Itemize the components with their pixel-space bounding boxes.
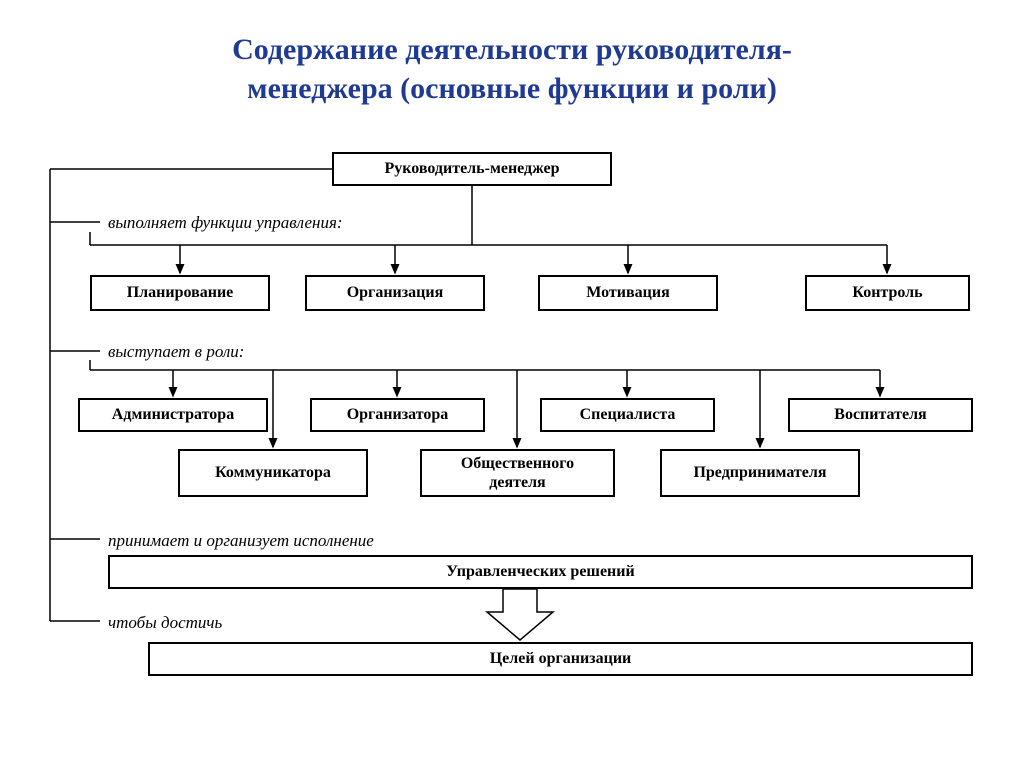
function-organization: Организация: [305, 275, 485, 311]
section2-label: выступает в роли:: [108, 342, 244, 362]
role-communicator: Коммуникатора: [178, 449, 368, 497]
section1-label: выполняет функции управления:: [108, 213, 343, 233]
function-motivation: Мотивация: [538, 275, 718, 311]
page-title: Содержание деятельности руководителя- ме…: [0, 0, 1024, 108]
title-line-1: Содержание деятельности руководителя-: [232, 33, 792, 66]
role-educator: Воспитателя: [788, 398, 973, 432]
section4-label: чтобы достичь: [108, 613, 222, 633]
role-public-figure: Общественного деятеля: [420, 449, 615, 497]
title-line-2: менеджера (основные функции и роли): [247, 72, 777, 105]
role-administrator: Администратора: [78, 398, 268, 432]
decisions-box: Управленческих решений: [108, 555, 973, 589]
function-planning: Планирование: [90, 275, 270, 311]
root-box: Руководитель-менеджер: [332, 152, 612, 186]
role-entrepreneur: Предпринимателя: [660, 449, 860, 497]
big-arrow-icon: [487, 589, 553, 640]
section3-label: принимает и организует исполнение: [108, 531, 374, 551]
goals-box: Целей организации: [148, 642, 973, 676]
root-label: Руководитель-менеджер: [384, 159, 559, 178]
role-organizer: Организатора: [310, 398, 485, 432]
role-specialist: Специалиста: [540, 398, 715, 432]
function-control: Контроль: [805, 275, 970, 311]
